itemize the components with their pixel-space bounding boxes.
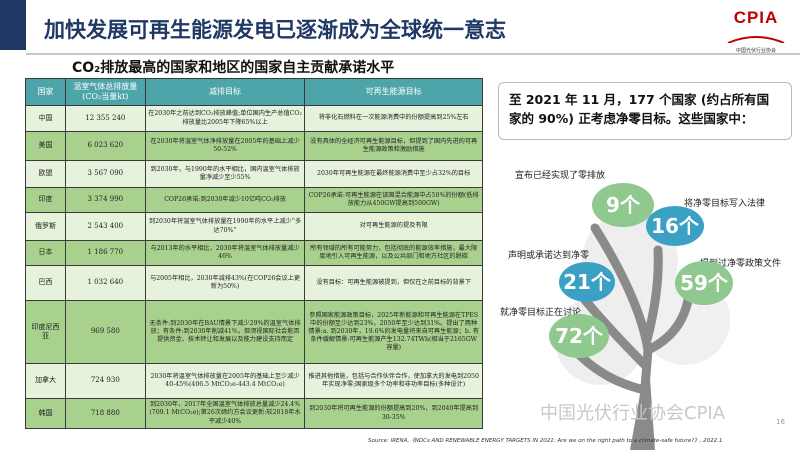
tree-label: 将净零目标写入法律 xyxy=(684,199,766,209)
country-cell: 印度尼西亚 xyxy=(25,300,66,364)
renewable-target-cell: 到2030年将可再生能源的份额提高到20%，到2040年提高到30-35% xyxy=(304,398,483,429)
renewable-target-cell: 参照国家能源政策目标，2025年新能源和可再生能源在TPES中的份额至少达到23… xyxy=(304,300,483,364)
renewable-target-cell: 推进其他措施，包括与合作伙伴合作，使加拿大的发电到2050年实现净零;国家级多个… xyxy=(304,363,483,399)
page-number: 16 xyxy=(776,418,785,426)
emissions-cell: 2 543 400 xyxy=(64,212,146,241)
emissions-cell: 724 930 xyxy=(64,363,146,399)
renewable-target-cell: 2030年可再生能源在最终能源消费中至少占32%的目标 xyxy=(304,160,483,188)
watermark: 中国光伏行业协会CPIA xyxy=(540,403,726,424)
table-title: CO₂排放最高的国家和地区的国家自主贡献承诺水平 xyxy=(72,60,395,76)
logo-subtext: 中国光伏行业协会 xyxy=(735,48,776,54)
country-cell: 加拿大 xyxy=(25,363,66,399)
reduction-target-cell: 在2030年之前达到CO₂排放峰值;单位国内生产总值CO₂排放量比2005年下降… xyxy=(144,105,306,132)
country-cell: 日本 xyxy=(25,240,66,266)
count-bubble: 16个 xyxy=(646,206,704,246)
table-row: 韩国 718 880 到2030年，2017年全国温室气体排放总量减少24.4%(7… xyxy=(25,398,483,429)
count-bubble: 59个 xyxy=(675,261,733,305)
count-bubble: 21个 xyxy=(559,262,615,302)
column-header: 国家 xyxy=(25,78,66,106)
cpia-logo: CPIA 中国光伏行业协会 xyxy=(720,8,792,54)
net-zero-note: 至 2021 年 11 月，177 个国家 (约占所有国家的 90%) 正考虑净… xyxy=(498,82,792,140)
emissions-cell: 1 032 640 xyxy=(64,265,146,301)
emissions-cell: 12 355 240 xyxy=(64,105,146,132)
divider xyxy=(26,53,800,55)
emissions-cell: 1 186 770 xyxy=(64,240,146,266)
table-row: 欧盟 3 567 090 到2030年，与1990年的水平相比，国内温室气体排放量净… xyxy=(25,160,483,188)
reduction-target-cell: 在2030年将温室气体净排放量在2005年的基础上减少50-52% xyxy=(144,131,306,161)
renewable-target-cell: 将非化石燃料在一次能源消费中的份额提高到25%左右 xyxy=(304,105,483,132)
renewable-target-cell: COP26承诺:可再生能源在该国混合能源中占50%的份额(低排放能力从450GW… xyxy=(304,187,483,213)
header-accent xyxy=(0,0,26,50)
renewable-target-cell: 对可再生能源的提及有限 xyxy=(304,212,483,241)
logo-arc-icon xyxy=(727,36,785,44)
renewable-target-cell: 没有具体的全经济可再生能源目标，但提到了国内先进的可再生能源政策和激励措施 xyxy=(304,131,483,161)
count-bubble: 72个 xyxy=(549,314,609,358)
tree-label: 就净零目标正在讨论 xyxy=(500,308,582,318)
reduction-target-cell: 与2005年相比，2030年减排43%(在COP26会议上更新为50%) xyxy=(144,265,306,301)
column-header: 温室气体总排放量(CO₂当量kt) xyxy=(64,78,146,106)
reduction-target-cell: 到2030年，2017年全国温室气体排放总量减少24.4%(709.1 MtCO… xyxy=(144,398,306,429)
tree-label: 宣布已经实现了零排放 xyxy=(515,171,606,181)
page-title: 加快发展可再生能源发电已逐渐成为全球统一意志 xyxy=(44,18,506,42)
reduction-target-cell: 到2030年，与1990年的水平相比，国内温室气体排放量净减少至少55% xyxy=(144,160,306,188)
emissions-cell: 6 023 620 xyxy=(64,131,146,161)
emissions-cell: 969 580 xyxy=(64,300,146,364)
column-header: 可再生能源目标 xyxy=(304,78,483,106)
reduction-target-cell: 与2013年的水平相比，2030年将温室气体排放量减少46% xyxy=(144,240,306,266)
renewable-target-cell: 没有目标：可再生能源被提到，但仅在之前目标的背景下 xyxy=(304,265,483,301)
reduction-target-cell: 2030年将温室气体排放量在2005年的基础上至少减少40-45%(406.5 … xyxy=(144,363,306,399)
table-row: 俄罗斯 2 543 400 到2030年将温室气体排放量在1990年的水平上减少“多… xyxy=(25,212,483,241)
renewable-target-cell: 所有领域的所有可能努力，包括彻底的能源效率措施，最大限度地引入可再生能源，以及公… xyxy=(304,240,483,266)
country-cell: 欧盟 xyxy=(25,160,66,188)
table-row: 巴西 1 032 640 与2005年相比，2030年减排43%(在COP26会议上… xyxy=(25,265,483,301)
reduction-target-cell: 到2030年将温室气体排放量在1990年的水平上减少“多达70%” xyxy=(144,212,306,241)
source-note: Source: IRENA,《NDCs AND RENEWABLE ENERGY… xyxy=(368,438,723,444)
tree-label: 声明或承诺达到净零 xyxy=(508,251,590,261)
table-row: 日本 1 186 770 与2013年的水平相比，2030年将温室气体排放量减少46… xyxy=(25,240,483,266)
logo-text: CPIA xyxy=(733,8,779,27)
tree-label: 提到过净零政策文件 xyxy=(700,259,782,269)
table-row: 中国 12 355 240 在2030年之前达到CO₂排放峰值;单位国内生产总值CO… xyxy=(25,105,483,132)
ndc-table: 国家 温室气体总排放量(CO₂当量kt) 减排目标 可再生能源目标 中国 12 355 … xyxy=(25,78,483,429)
country-cell: 韩国 xyxy=(25,398,66,429)
reduction-target-cell: COP26承诺:到2030年减少10亿吨CO₂排放 xyxy=(144,187,306,213)
country-cell: 巴西 xyxy=(25,265,66,301)
emissions-cell: 718 880 xyxy=(64,398,146,429)
country-cell: 美国 xyxy=(25,131,66,161)
country-cell: 印度 xyxy=(25,187,66,213)
column-header: 减排目标 xyxy=(144,78,306,106)
tree-trunk-icon xyxy=(565,223,695,450)
emissions-cell: 3 567 090 xyxy=(64,160,146,188)
table-row: 加拿大 724 930 2030年将温室气体排放量在2005年的基础上至少减少40-… xyxy=(25,363,483,399)
table-row: 印度尼西亚 969 580 无条件:到2030年在BAU情景下减少29%的温室气体排… xyxy=(25,300,483,364)
table-row: 印度 3 374 990 COP26承诺:到2030年减少10亿吨CO₂排放 COP2… xyxy=(25,187,483,213)
table-row: 美国 6 023 620 在2030年将温室气体净排放量在2005年的基础上减少50… xyxy=(25,131,483,161)
reduction-target-cell: 无条件:到2030年在BAU情景下减少29%的温室气体排放；有条件:到2030年… xyxy=(144,300,306,364)
count-bubble: 9个 xyxy=(592,183,654,227)
country-cell: 俄罗斯 xyxy=(25,212,66,241)
emissions-cell: 3 374 990 xyxy=(64,187,146,213)
country-cell: 中国 xyxy=(25,105,66,132)
